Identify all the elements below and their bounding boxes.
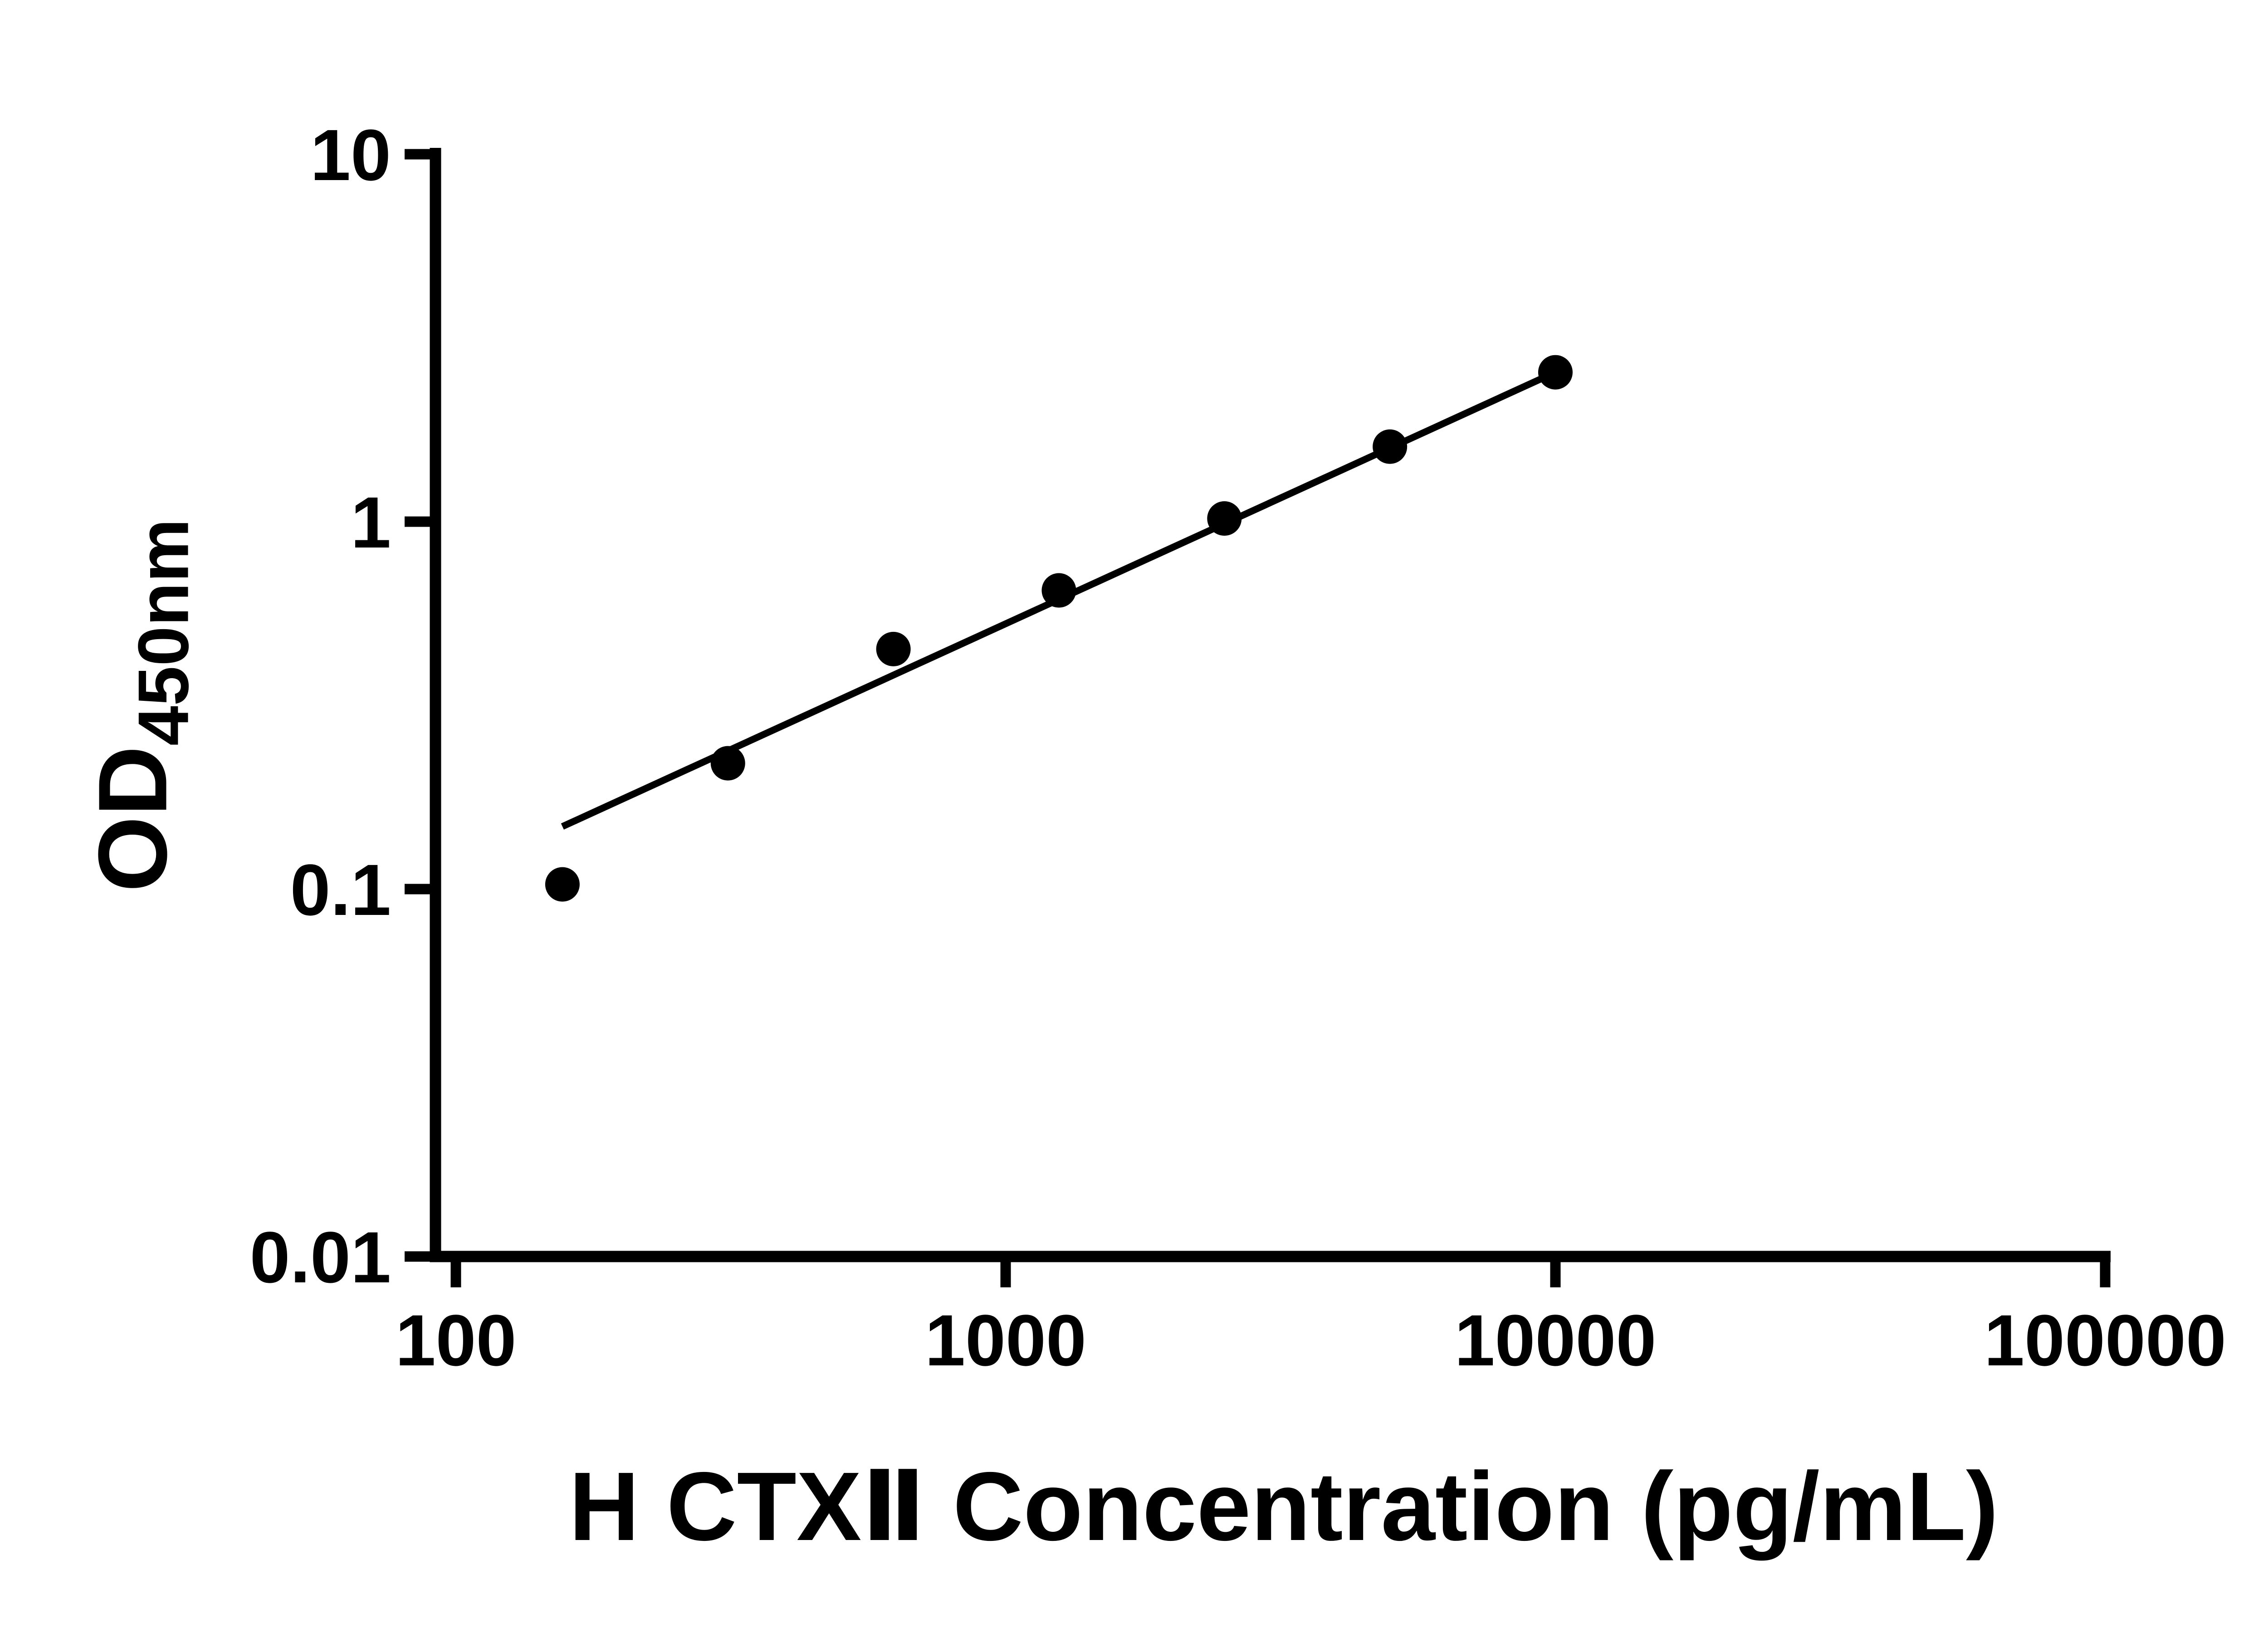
data-point	[1041, 573, 1076, 608]
y-axis-title-subscript: 450nm	[123, 518, 204, 746]
x-tick-label: 1000	[925, 1300, 1086, 1381]
y-tick-label: 10	[310, 114, 391, 196]
x-tick-label: 10000	[1455, 1300, 1657, 1381]
y-tick-label: 1	[351, 482, 391, 563]
data-point	[1373, 429, 1408, 464]
x-tick-label: 100000	[1984, 1300, 2226, 1381]
data-point	[545, 867, 580, 902]
y-axis-title: OD450nm	[77, 518, 205, 892]
data-point	[1207, 501, 1242, 536]
y-axis-title-main: OD	[78, 746, 187, 892]
y-tick-label: 0.1	[290, 849, 391, 930]
axes	[430, 148, 2111, 1262]
data-points	[545, 355, 1573, 902]
y-tick-labels: 10 1 0.1 0.01	[250, 114, 391, 1298]
x-axis-title: H CTXⅡ Concentration (pg/mL)	[569, 1452, 1999, 1561]
data-point	[876, 631, 911, 666]
x-tick-labels: 100 1000 10000 100000	[396, 1300, 2226, 1381]
y-tick-label: 0.01	[250, 1217, 391, 1298]
data-point	[710, 746, 745, 781]
data-point	[1538, 355, 1573, 390]
x-tick-label: 100	[396, 1300, 517, 1381]
axis-ticks	[405, 149, 2111, 1287]
